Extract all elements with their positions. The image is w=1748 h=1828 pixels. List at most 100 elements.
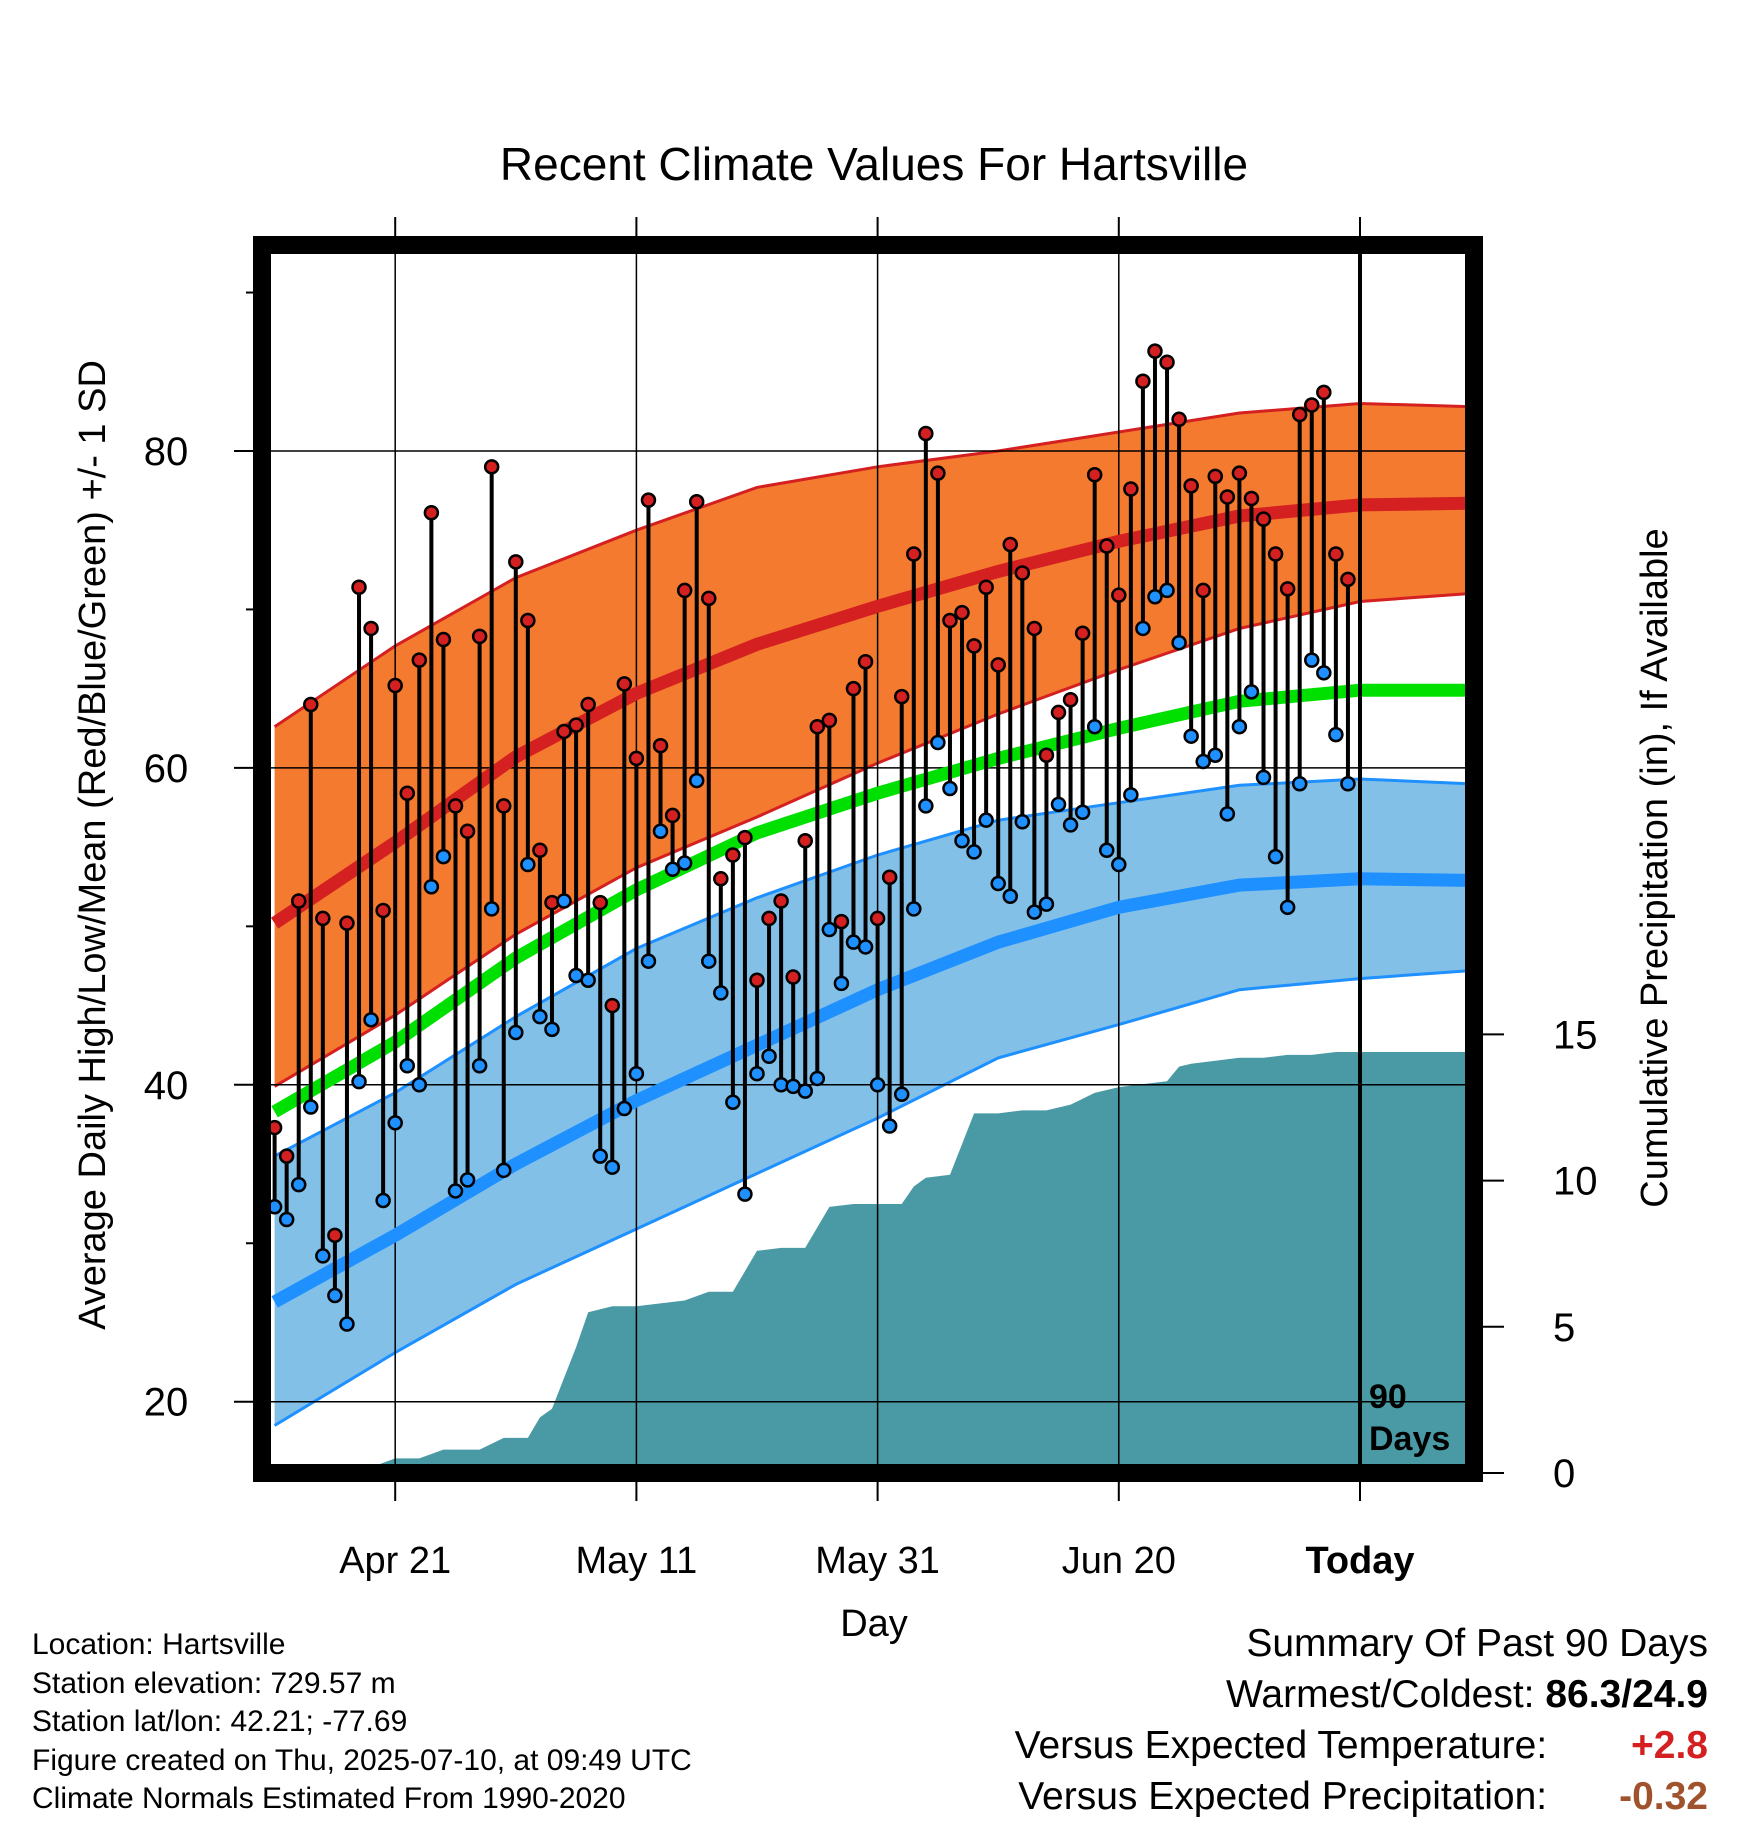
precipitation-area xyxy=(274,1052,1469,1473)
low-point xyxy=(1147,589,1163,605)
low-point xyxy=(604,1159,621,1175)
high-point xyxy=(1026,620,1043,637)
low-point xyxy=(363,1012,379,1028)
low-point xyxy=(411,1077,428,1093)
low-point xyxy=(592,1148,608,1164)
low-point xyxy=(930,734,946,751)
high-point xyxy=(821,712,838,729)
plot-border xyxy=(253,236,1483,1482)
location-text: Location: Hartsville xyxy=(32,1628,286,1661)
low-point xyxy=(918,798,934,814)
low-point xyxy=(1291,775,1308,792)
x-axis-title: Day xyxy=(840,1603,908,1645)
high-point xyxy=(978,579,994,596)
x-tick-label: May 31 xyxy=(815,1540,940,1582)
temp-label: Versus Expected Temperature: xyxy=(1014,1724,1548,1767)
high-point xyxy=(592,894,608,911)
normal-mean-line xyxy=(271,683,1469,1118)
low-point xyxy=(713,985,729,1001)
x-tick-label: Today xyxy=(1305,1540,1414,1582)
high-point xyxy=(990,657,1006,673)
precip-label: Versus Expected Precipitation: xyxy=(1018,1775,1548,1818)
high-point xyxy=(833,913,850,930)
low-point xyxy=(954,833,970,849)
low-point xyxy=(1159,582,1175,599)
high-point xyxy=(942,612,958,629)
low-point xyxy=(809,1070,826,1087)
high-point xyxy=(508,554,524,570)
high-point xyxy=(1014,565,1031,581)
high-point xyxy=(351,579,367,596)
summary-temperature: Versus Expected Temperature: +2.8 xyxy=(1015,1720,1708,1771)
x-tick-label: May 11 xyxy=(576,1540,698,1582)
low-point xyxy=(290,1176,307,1193)
low-point xyxy=(1002,888,1019,904)
high-point xyxy=(1255,511,1272,527)
high-point xyxy=(1159,354,1175,371)
low-point xyxy=(327,1287,343,1304)
high-point xyxy=(580,696,596,713)
low-point xyxy=(652,823,669,840)
high-point xyxy=(930,465,946,481)
low-point xyxy=(990,875,1006,892)
low-point xyxy=(1111,856,1127,873)
high-point xyxy=(568,717,584,733)
low-point xyxy=(1316,665,1332,681)
low-point xyxy=(640,953,657,969)
low-point xyxy=(857,939,874,955)
low-point xyxy=(1267,848,1284,865)
high-point xyxy=(1219,489,1236,505)
low-point xyxy=(1195,753,1211,770)
low-point xyxy=(1304,652,1320,668)
summary-panel: Summary Of Past 90 Days Warmest/Coldest:… xyxy=(1015,1618,1708,1822)
low-point xyxy=(303,1099,319,1115)
high-point xyxy=(375,902,391,919)
low-point xyxy=(339,1316,355,1332)
created-text: Figure created on Thu, 2025-07-10, at 09… xyxy=(32,1743,692,1777)
high-point xyxy=(616,676,633,692)
high-point xyxy=(1111,587,1127,603)
high-point xyxy=(1279,581,1296,597)
high-point xyxy=(1171,411,1187,428)
chart-title: Recent Climate Values For Hartsville xyxy=(500,138,1248,190)
low-point xyxy=(399,1058,416,1074)
low-point xyxy=(1231,718,1248,735)
normal-high-line xyxy=(270,496,1469,929)
y-tick-label: 40 xyxy=(144,1064,189,1108)
high-point xyxy=(954,604,970,621)
low-point xyxy=(435,848,452,865)
high-point xyxy=(303,696,319,713)
y2-tick-label: 15 xyxy=(1553,1013,1598,1057)
low-point xyxy=(688,772,705,789)
low-point xyxy=(495,1162,512,1179)
high-point xyxy=(495,798,512,814)
high-point xyxy=(1243,490,1260,507)
low-point xyxy=(1255,769,1272,786)
high-point xyxy=(399,785,416,801)
low-point xyxy=(1123,787,1139,803)
high-point xyxy=(1098,538,1115,554)
high-point xyxy=(315,910,331,927)
high-point xyxy=(278,1148,295,1164)
high-point xyxy=(906,546,922,562)
low-point xyxy=(544,1021,560,1038)
low-point xyxy=(471,1058,488,1074)
y-tick-label: 80 xyxy=(144,430,189,474)
high-point xyxy=(1038,747,1055,763)
high-point xyxy=(1002,536,1019,553)
high-point xyxy=(290,893,307,909)
high-point xyxy=(1267,546,1284,562)
high-point xyxy=(459,823,476,840)
low-point xyxy=(1074,804,1091,821)
high-point xyxy=(918,425,934,442)
high-point xyxy=(1328,546,1344,562)
high-point xyxy=(327,1227,343,1244)
low-point xyxy=(749,1065,765,1082)
high-point xyxy=(1340,571,1356,588)
high-point xyxy=(1304,397,1320,413)
low-point xyxy=(1135,620,1151,637)
high-point xyxy=(966,638,982,654)
y-tick-label: 20 xyxy=(144,1381,189,1425)
low-point xyxy=(966,844,982,860)
latlon-text: Station lat/lon: 42.21; -77.69 xyxy=(32,1705,408,1738)
